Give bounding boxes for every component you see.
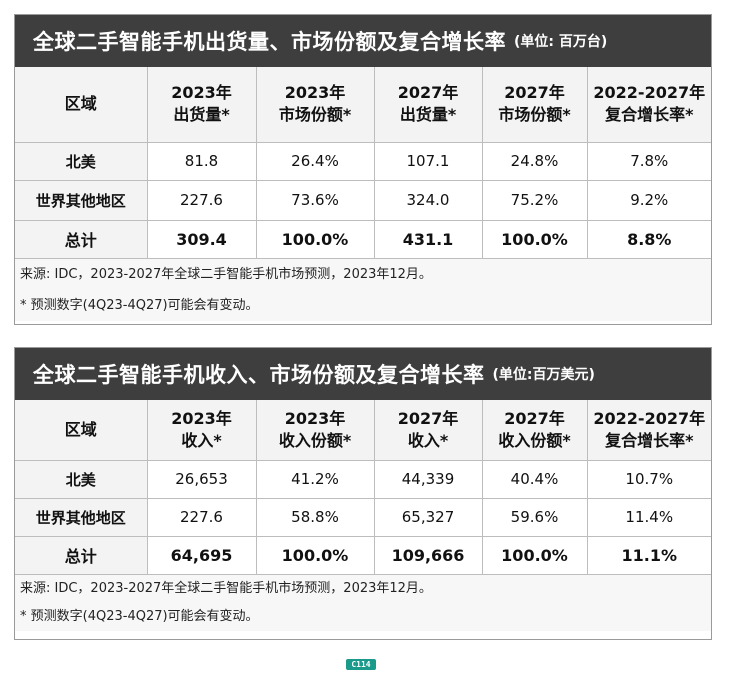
table-cell: 24.8% <box>481 141 588 181</box>
table-cell: 44,339 <box>373 459 483 499</box>
table-cell: 75.2% <box>481 179 588 221</box>
table-cell: 26.4% <box>255 141 375 181</box>
revenue-notes: 来源: IDC，2023-2027年全球二手智能手机市场预测，2023年12月。… <box>15 574 711 631</box>
header-row: 区域 2023年 出货量* 2023年 市场份额* 2027年 出货量* 202… <box>15 67 711 143</box>
table-cell: 73.6% <box>255 179 375 221</box>
source-note: 来源: IDC，2023-2027年全球二手智能手机市场预测，2023年12月。 <box>20 266 432 282</box>
table-cell: 59.6% <box>481 497 588 537</box>
header-2027-shipments: 2027年 出货量* <box>373 67 483 143</box>
table-row: 世界其他地区 227.6 58.8% 65,327 59.6% 11.4% <box>15 497 711 537</box>
header-2027-share: 2027年 市场份额* <box>481 67 588 143</box>
revenue-title-bar: 全球二手智能手机收入、市场份额及复合增长率 (单位:百万美元) <box>15 348 711 400</box>
header-2023-revenue: 2023年 收入* <box>146 400 257 461</box>
table-row: 北美 81.8 26.4% 107.1 24.8% 7.8% <box>15 141 711 181</box>
shipments-notes: 来源: IDC，2023-2027年全球二手智能手机市场预测，2023年12月。… <box>15 258 711 321</box>
row-label-rest-of-world: 世界其他地区 <box>15 497 148 537</box>
shipments-table: 区域 2023年 出货量* 2023年 市场份额* 2027年 出货量* 202… <box>15 67 711 259</box>
table-cell: 8.8% <box>586 219 711 259</box>
table-cell: 81.8 <box>146 141 257 181</box>
shipments-unit: (单位: 百万台) <box>514 34 608 50</box>
table-cell: 7.8% <box>586 141 711 181</box>
header-2023-revenue-share: 2023年 收入份额* <box>255 400 375 461</box>
table-cell: 324.0 <box>373 179 483 221</box>
watermark-badge: C114 <box>346 659 376 670</box>
revenue-table: 区域 2023年 收入* 2023年 收入份额* 2027年 收入* 2027年… <box>15 400 711 575</box>
forecast-note: * 预测数字(4Q23-4Q27)可能会有变动。 <box>20 608 259 624</box>
header-2023-share: 2023年 市场份额* <box>255 67 375 143</box>
table-cell: 64,695 <box>146 535 257 575</box>
table-cell: 58.8% <box>255 497 375 537</box>
shipments-title-bar: 全球二手智能手机出货量、市场份额及复合增长率 (单位: 百万台) <box>15 15 711 67</box>
total-row: 总计 64,695 100.0% 109,666 100.0% 11.1% <box>15 535 711 575</box>
table-row: 世界其他地区 227.6 73.6% 324.0 75.2% 9.2% <box>15 179 711 221</box>
table-cell: 100.0% <box>255 535 375 575</box>
revenue-title: 全球二手智能手机收入、市场份额及复合增长率 <box>33 363 485 387</box>
table-cell: 65,327 <box>373 497 483 537</box>
header-2023-shipments: 2023年 出货量* <box>146 67 257 143</box>
header-cagr: 2022-2027年 复合增长率* <box>586 67 711 143</box>
forecast-note: * 预测数字(4Q23-4Q27)可能会有变动。 <box>20 297 259 313</box>
table-cell: 100.0% <box>481 535 588 575</box>
table-cell: 40.4% <box>481 459 588 499</box>
table-cell: 26,653 <box>146 459 257 499</box>
row-label-north-america: 北美 <box>15 141 148 181</box>
table-cell: 100.0% <box>255 219 375 259</box>
row-label-total: 总计 <box>15 535 148 575</box>
revenue-unit: (单位:百万美元) <box>492 367 595 383</box>
table-cell: 41.2% <box>255 459 375 499</box>
table-cell: 9.2% <box>586 179 711 221</box>
table-cell: 227.6 <box>146 179 257 221</box>
table-cell: 227.6 <box>146 497 257 537</box>
table-cell: 11.4% <box>586 497 711 537</box>
row-label-north-america: 北美 <box>15 459 148 499</box>
table-cell: 10.7% <box>586 459 711 499</box>
table-cell: 431.1 <box>373 219 483 259</box>
revenue-table-panel: 全球二手智能手机收入、市场份额及复合增长率 (单位:百万美元) 区域 2023年… <box>14 347 712 640</box>
table-cell: 107.1 <box>373 141 483 181</box>
table-cell: 11.1% <box>586 535 711 575</box>
header-2027-revenue: 2027年 收入* <box>373 400 483 461</box>
total-row: 总计 309.4 100.0% 431.1 100.0% 8.8% <box>15 219 711 259</box>
table-row: 北美 26,653 41.2% 44,339 40.4% 10.7% <box>15 459 711 499</box>
table-cell: 309.4 <box>146 219 257 259</box>
header-row: 区域 2023年 收入* 2023年 收入份额* 2027年 收入* 2027年… <box>15 400 711 461</box>
header-2027-revenue-share: 2027年 收入份额* <box>481 400 588 461</box>
shipments-title: 全球二手智能手机出货量、市场份额及复合增长率 <box>33 30 506 54</box>
row-label-rest-of-world: 世界其他地区 <box>15 179 148 221</box>
header-region: 区域 <box>15 67 148 143</box>
header-region: 区域 <box>15 400 148 461</box>
table-cell: 109,666 <box>373 535 483 575</box>
shipments-table-panel: 全球二手智能手机出货量、市场份额及复合增长率 (单位: 百万台) 区域 2023… <box>14 14 712 325</box>
source-note: 来源: IDC，2023-2027年全球二手智能手机市场预测，2023年12月。 <box>20 580 432 596</box>
row-label-total: 总计 <box>15 219 148 259</box>
table-cell: 100.0% <box>481 219 588 259</box>
header-cagr: 2022-2027年 复合增长率* <box>586 400 711 461</box>
